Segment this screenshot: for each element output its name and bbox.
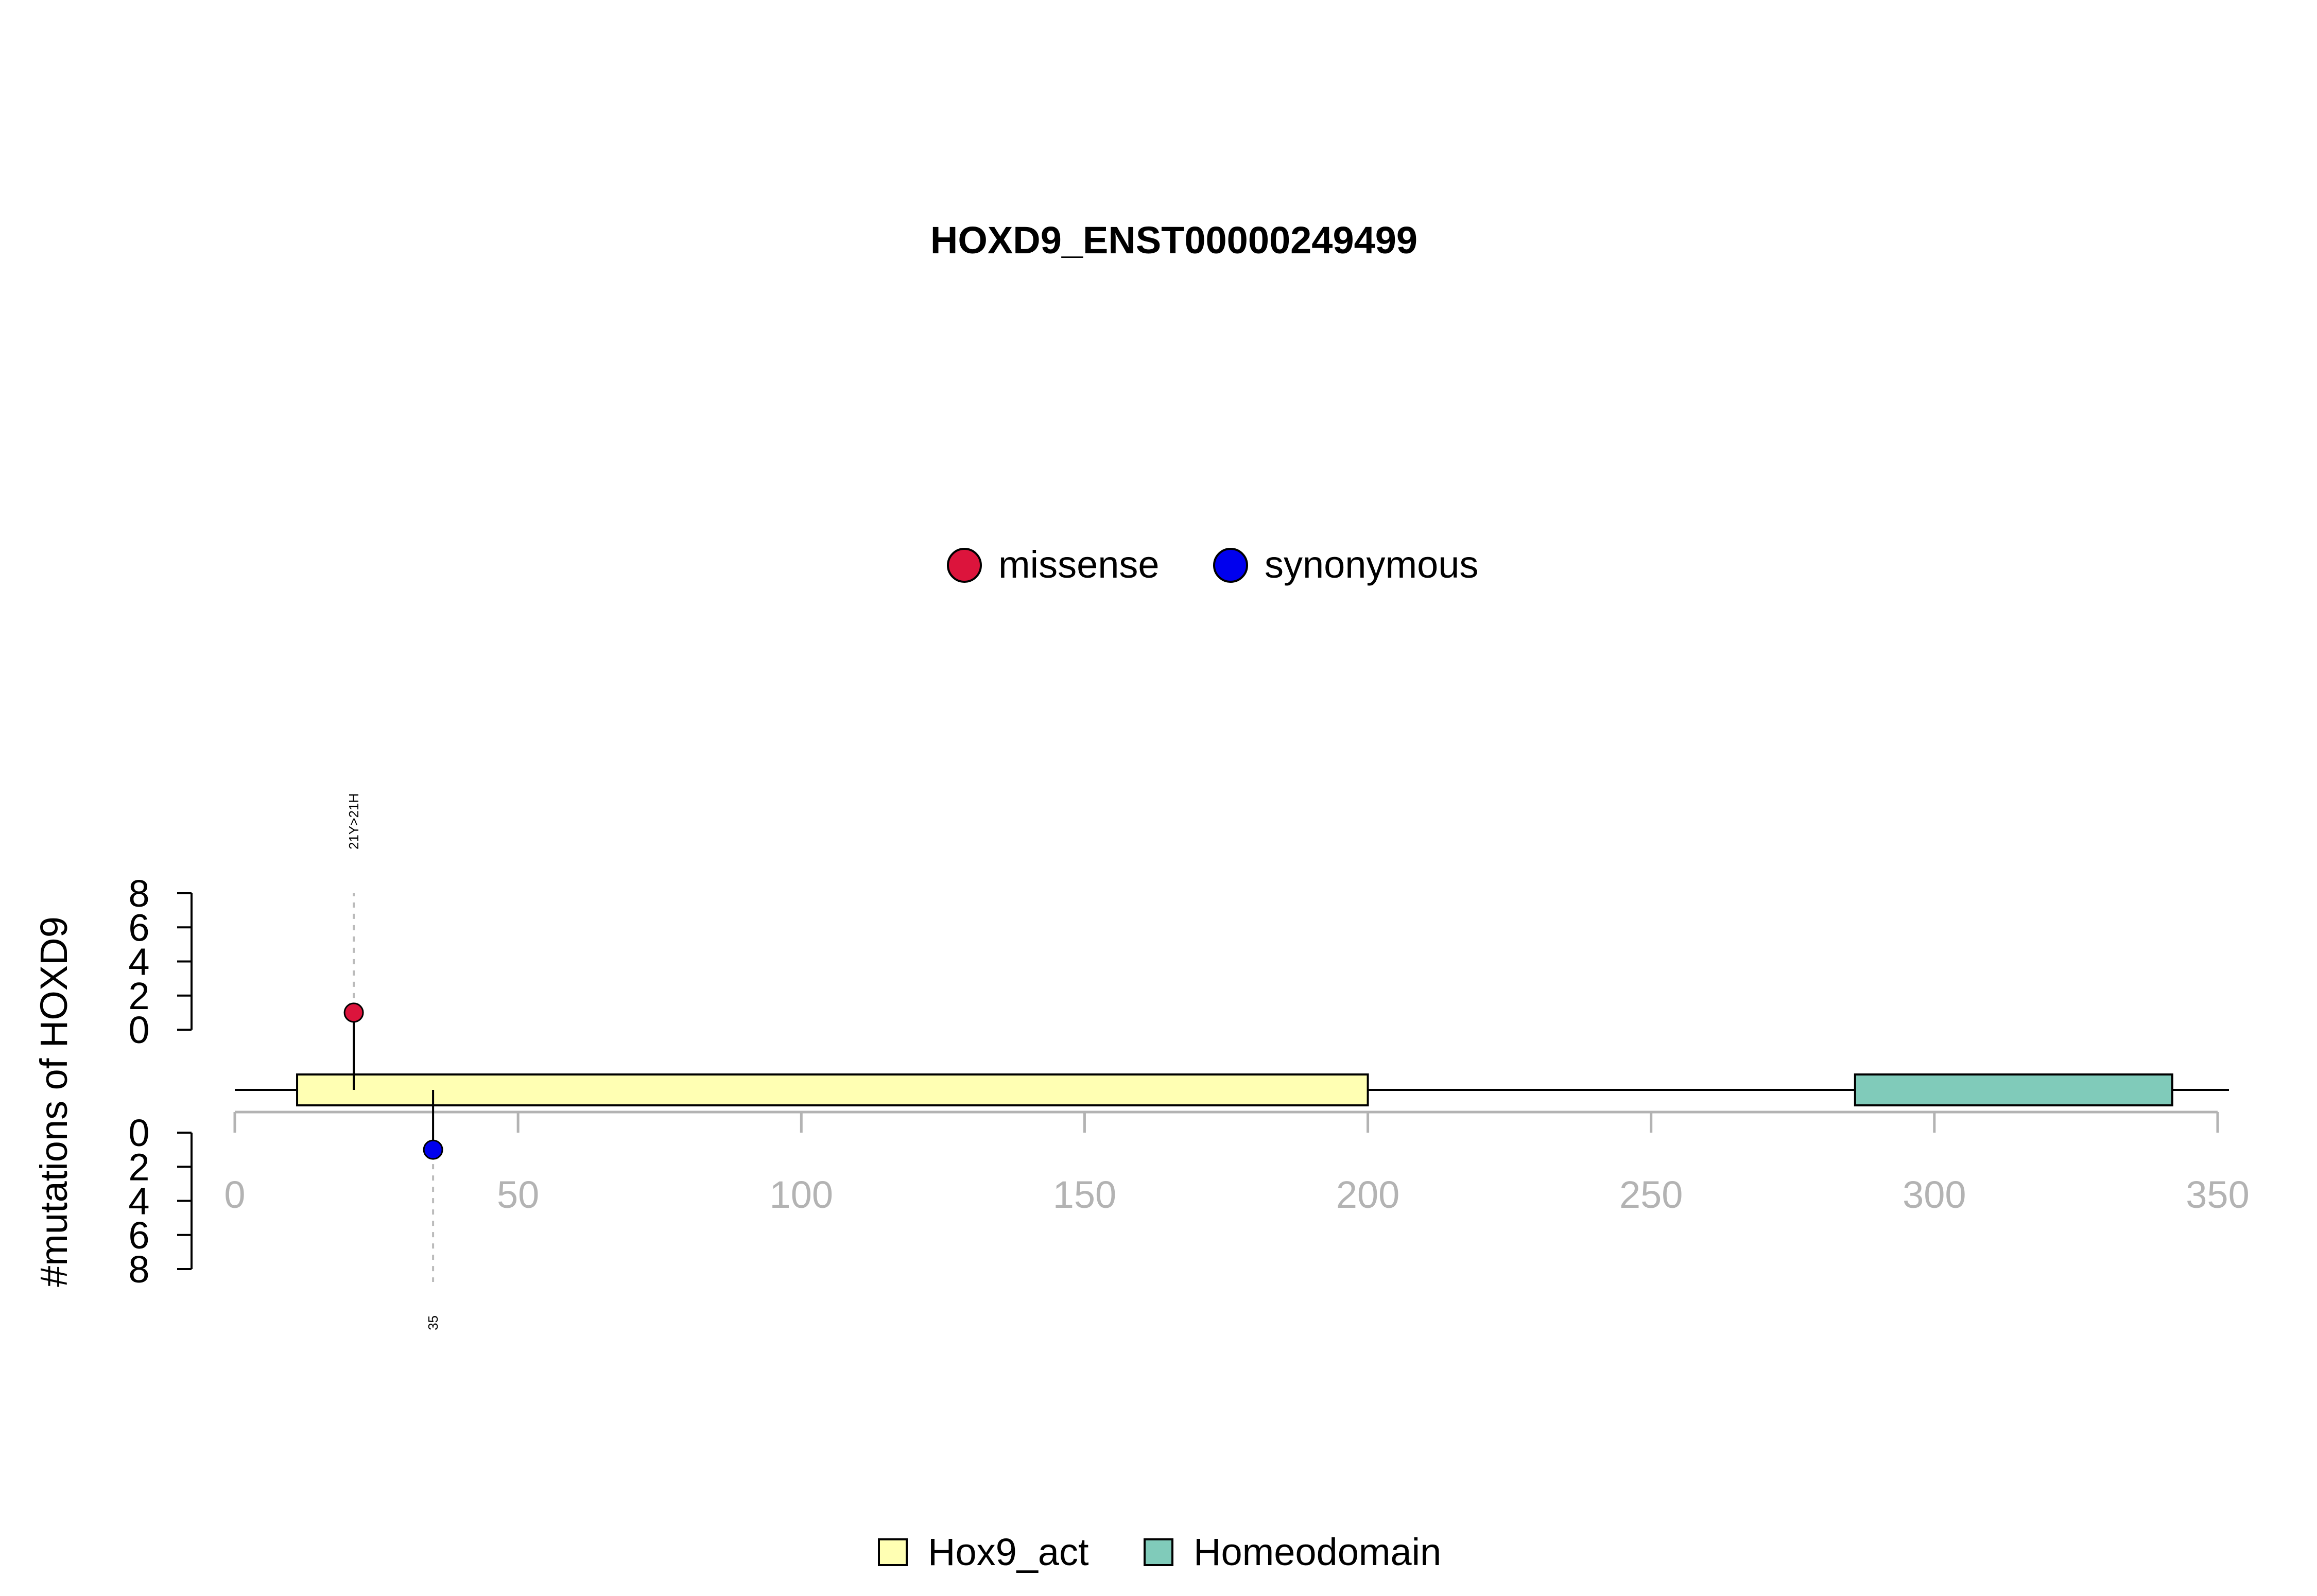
x-tick-label: 350 bbox=[2186, 1173, 2249, 1216]
lower-y-tick-label: 4 bbox=[128, 1180, 149, 1223]
legend-marker-synonymous bbox=[1213, 548, 1248, 583]
domain-legend: Hox9_act Homeodomain bbox=[878, 1531, 1441, 1573]
legend-marker-missense bbox=[947, 548, 982, 583]
x-tick-label: 0 bbox=[224, 1173, 245, 1216]
y-axis-label: #mutations of HOXD9 bbox=[32, 916, 75, 1287]
upper-y-tick-label: 4 bbox=[128, 941, 149, 983]
lower-y-tick-label: 0 bbox=[128, 1112, 149, 1154]
x-axis: 0 50 100 150 200 250 300 350 bbox=[224, 1111, 2250, 1216]
legend-label-homeodomain: Homeodomain bbox=[1194, 1531, 1441, 1573]
mutation-label: 21Y>21H bbox=[346, 793, 361, 849]
lower-y-tick-label: 8 bbox=[128, 1248, 149, 1291]
upper-y-tick-label: 0 bbox=[128, 1009, 149, 1051]
mutation-lollipops: 21Y>21H 35 bbox=[343, 793, 443, 1330]
upper-y-tick-label: 6 bbox=[128, 906, 149, 949]
x-tick-label: 150 bbox=[1053, 1173, 1116, 1216]
domain-hox9-act bbox=[296, 1073, 1369, 1106]
x-tick-label: 50 bbox=[497, 1173, 539, 1216]
x-tick-label: 300 bbox=[1903, 1173, 1966, 1216]
mutation-point bbox=[423, 1139, 443, 1160]
mutation-label: 35 bbox=[425, 1315, 441, 1330]
domain-track bbox=[296, 1073, 2173, 1106]
mutation-point bbox=[343, 1002, 364, 1023]
legend-swatch-hox9-act bbox=[878, 1538, 908, 1566]
upper-y-tick-label: 8 bbox=[128, 872, 149, 915]
x-tick-label: 250 bbox=[1619, 1173, 1683, 1216]
lower-y-tick-label: 6 bbox=[128, 1214, 149, 1257]
domain-homeodomain bbox=[1854, 1073, 2173, 1106]
mutation-synonymous: 35 bbox=[423, 1090, 443, 1330]
x-tick-label: 200 bbox=[1336, 1173, 1399, 1216]
legend-label-missense: missense bbox=[998, 543, 1160, 586]
x-tick-label: 100 bbox=[770, 1173, 833, 1216]
lower-y-tick-label: 2 bbox=[128, 1146, 149, 1188]
legend-label-hox9-act: Hox9_act bbox=[928, 1531, 1089, 1573]
mutation-legend: missense synonymous bbox=[947, 543, 1478, 586]
chart-title: HOXD9_ENST00000249499 bbox=[930, 219, 1417, 262]
mutation-missense: 21Y>21H bbox=[343, 793, 364, 1090]
legend-label-synonymous: synonymous bbox=[1265, 543, 1478, 586]
legend-swatch-homeodomain bbox=[1144, 1538, 1173, 1566]
upper-y-tick-label: 2 bbox=[128, 975, 149, 1017]
